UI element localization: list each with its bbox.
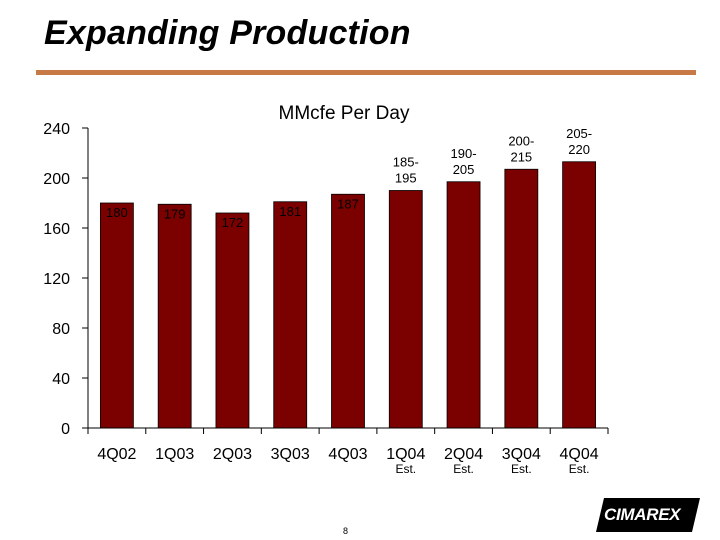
bars	[99, 161, 597, 429]
data-label: 215	[510, 149, 532, 164]
y-tick-label: 0	[61, 421, 70, 438]
cimarex-logo	[596, 498, 700, 532]
x-tick-label: 1Q03	[155, 446, 194, 463]
bar-4Q04	[562, 161, 597, 429]
x-sublabel: Est.	[569, 462, 590, 476]
data-label: 187	[337, 196, 359, 211]
page-number: 8	[343, 526, 349, 536]
chart-title: MMcfe Per Day	[279, 103, 410, 124]
x-tick-label: 4Q03	[328, 446, 367, 463]
x-tick-label: 2Q04	[444, 446, 483, 463]
data-label: 195	[395, 171, 417, 186]
y-tick-label: 40	[52, 371, 70, 388]
bar-1Q04	[388, 190, 423, 429]
bar-3Q04	[504, 168, 539, 429]
data-labels: 180 179 172 181 187 185-195 190-205 200-215 205-…	[106, 126, 592, 230]
bar-1Q03	[157, 203, 192, 429]
y-axis: 0 40 80 120 160 200 240	[43, 121, 89, 438]
title-rule	[36, 70, 696, 75]
x-tick-label: 3Q03	[271, 446, 310, 463]
data-label: 181	[279, 204, 301, 219]
bar-3Q03	[273, 201, 308, 429]
x-axis: 4Q02 1Q03 2Q03 3Q03 4Q03 1Q04Est.2Q04Est.3Q04…	[87, 427, 609, 476]
logo-text: CIMAREX	[604, 505, 681, 524]
data-label: 179	[164, 206, 186, 221]
y-tick-label: 160	[43, 221, 70, 238]
y-tick-label: 200	[43, 171, 70, 188]
x-tick-label: 3Q04	[502, 446, 541, 463]
x-sublabel: Est.	[511, 462, 532, 476]
data-label: 190-	[451, 146, 477, 161]
data-label: 172	[222, 215, 244, 230]
y-tick-label: 80	[52, 321, 70, 338]
bar-4Q02	[99, 202, 134, 429]
x-tick-label: 2Q03	[213, 446, 252, 463]
data-label: 185-	[393, 155, 419, 170]
bar-4Q03	[331, 193, 365, 429]
data-label: 220	[568, 142, 590, 157]
data-label: 200-	[508, 133, 534, 148]
bar-2Q03	[215, 212, 250, 429]
slide-title: Expanding Production	[44, 14, 411, 52]
x-sublabel: Est.	[395, 462, 416, 476]
y-tick-label: 240	[43, 121, 70, 138]
y-tick-label: 120	[43, 271, 70, 288]
bar-2Q04	[446, 181, 481, 429]
x-tick-label: 4Q02	[97, 446, 136, 463]
data-label: 205-	[566, 126, 592, 141]
x-sublabel: Est.	[453, 462, 474, 476]
x-tick-label: 1Q04	[386, 446, 425, 463]
x-tick-label: 4Q04	[560, 446, 599, 463]
data-label: 180	[106, 205, 128, 220]
data-label: 205	[453, 162, 475, 177]
